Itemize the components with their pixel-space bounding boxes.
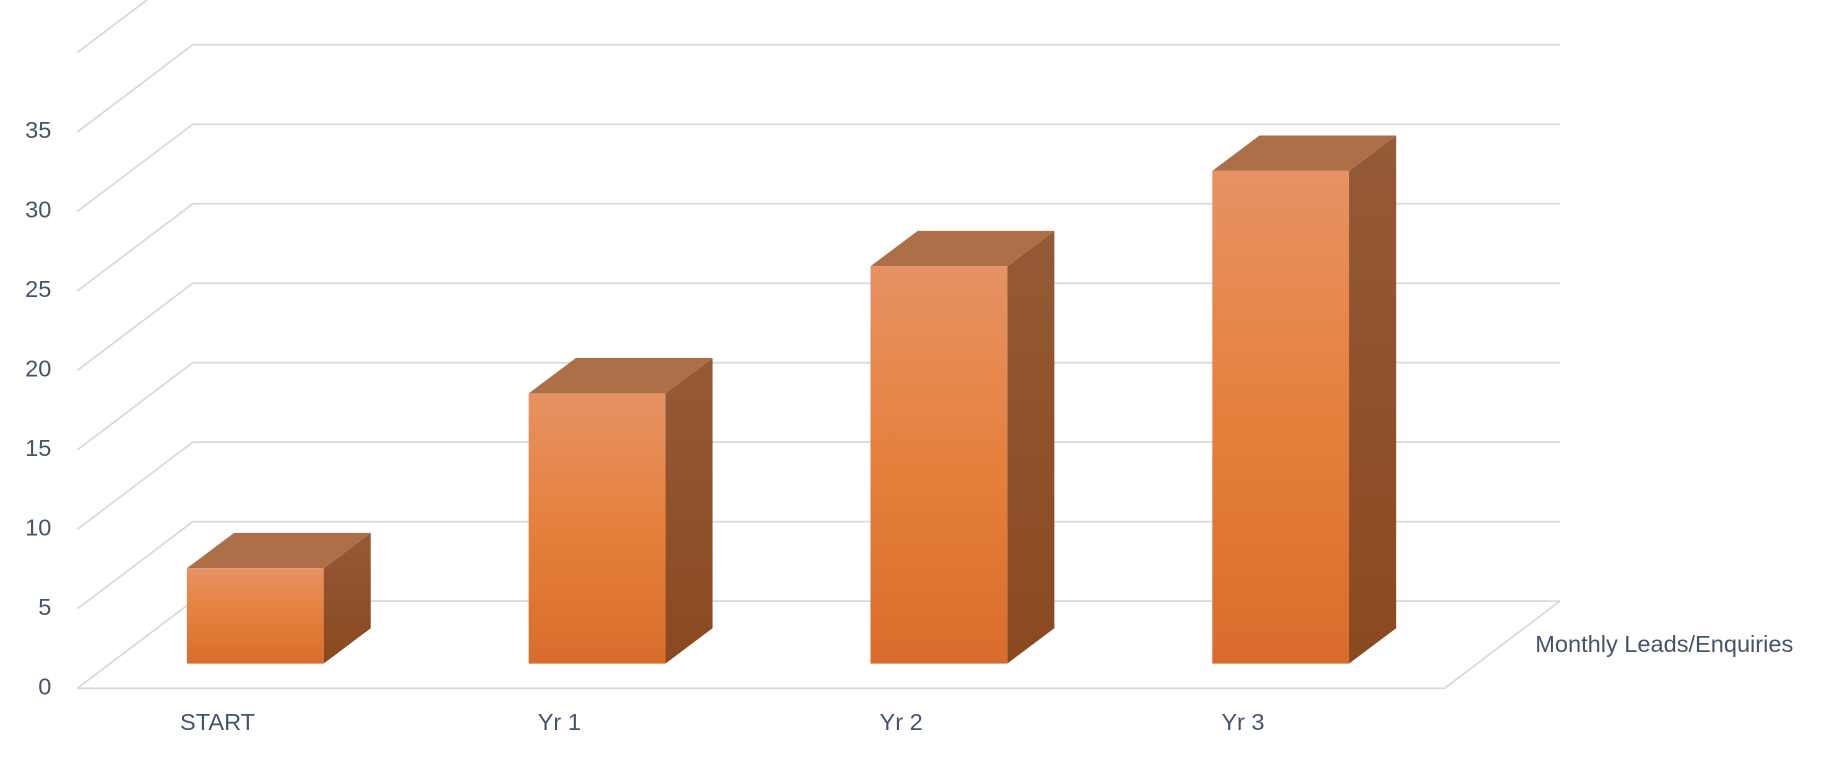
y-tick-label: 25 <box>25 276 51 302</box>
bar-top <box>1212 135 1397 171</box>
bar-side <box>1007 230 1055 664</box>
bar-side <box>1349 135 1397 664</box>
bar-top <box>870 230 1055 267</box>
bar-side <box>323 532 371 664</box>
series-label: Monthly Leads/Enquiries <box>1535 631 1793 657</box>
y-tick-label: 20 <box>25 356 51 382</box>
x-tick-label: START <box>180 709 255 735</box>
grid-line <box>76 361 1560 451</box>
grid-line <box>76 43 1560 133</box>
x-tick-label: Yr 1 <box>538 709 581 735</box>
bar-side <box>665 357 713 664</box>
x-tick-label: Yr 2 <box>880 709 923 735</box>
x-tick-label: Yr 3 <box>1221 709 1264 735</box>
grid-line <box>76 282 1560 372</box>
grid-line <box>76 441 1560 531</box>
floor-edge <box>77 600 1561 690</box>
bar-top <box>186 532 371 569</box>
bar <box>186 532 371 664</box>
y-tick-label: 5 <box>38 594 51 620</box>
grid-line <box>76 202 1560 292</box>
y-tick-label: 10 <box>25 515 51 541</box>
y-tick-label: 35 <box>25 117 51 143</box>
bar-top <box>528 357 713 394</box>
bar <box>870 230 1055 664</box>
bar-front <box>870 266 1008 664</box>
grid-line <box>76 0 149 54</box>
grid-line <box>76 520 1560 610</box>
bar-front <box>1212 170 1350 664</box>
bar-front <box>528 393 666 664</box>
y-tick-label: 30 <box>25 197 51 223</box>
y-tick-label: 0 <box>38 674 51 700</box>
y-tick-label: 15 <box>25 435 51 461</box>
bar <box>1212 135 1397 664</box>
bar-front <box>186 568 324 664</box>
grid-line <box>76 123 1560 213</box>
bar <box>528 357 713 664</box>
